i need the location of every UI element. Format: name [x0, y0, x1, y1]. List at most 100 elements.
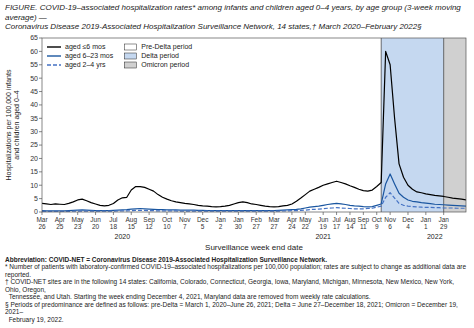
legend-swatch [124, 53, 136, 59]
y-tick-label: 65 [30, 34, 38, 41]
legend-label: aged ≤6 mos [65, 43, 106, 51]
x-tick [390, 212, 391, 215]
footnote: § Periods of predominance are defined as… [5, 301, 469, 316]
period-band [42, 38, 381, 212]
footnote: Abbreviation: COVID-NET = Coronavirus Di… [5, 256, 469, 264]
period-band [381, 38, 443, 212]
y-tick-label: 45 [30, 87, 38, 94]
y-tick-label: 5 [34, 195, 38, 202]
x-tick [95, 212, 96, 215]
legend-entry: Omicron period [124, 61, 189, 69]
series-line [42, 173, 466, 210]
x-tick [305, 212, 306, 215]
x-tick-label: Aug14 [344, 216, 356, 230]
x-tick [363, 212, 364, 215]
legend-swatch [124, 44, 136, 50]
y-axis-label: Hospitalizations per 100,000 infantsand … [5, 69, 21, 180]
y-tick-label: 40 [30, 101, 38, 108]
x-tick-label: Jan1 [421, 216, 432, 230]
period-separator [381, 38, 382, 212]
x-tick-label: Jul17 [332, 216, 341, 230]
x-tick [376, 212, 377, 215]
y-tick [39, 77, 42, 78]
x-tick [256, 212, 257, 215]
x-tick [184, 212, 185, 215]
x-tick [323, 212, 324, 215]
footnote: † COVID-NET sites are in the following 1… [5, 278, 469, 293]
x-tick-label: Oct9 [372, 216, 382, 230]
x-tick-label: Jan30 [233, 216, 244, 230]
y-tick [39, 157, 42, 158]
x-tick [131, 212, 132, 215]
annotation: 2022 [427, 233, 443, 240]
y-tick [39, 198, 42, 199]
y-tick-label: 60 [30, 47, 38, 54]
footnote: Tennessee, and Utah. Starting the week e… [5, 293, 469, 301]
x-tick-label: Mar27 [268, 216, 280, 230]
x-tick [202, 212, 203, 215]
x-tick-label: Sep11 [358, 216, 370, 230]
y-tick [39, 184, 42, 185]
x-tick-label: Mar26 [36, 216, 48, 230]
x-tick-label: Feb27 [251, 216, 263, 230]
legend-line [47, 64, 61, 65]
legend-entry: aged ≤6 mos [47, 43, 106, 51]
period-separator [443, 38, 444, 212]
legend-entry: aged 2–4 yrs [47, 61, 106, 69]
x-tick [113, 212, 114, 215]
legend-line [47, 46, 61, 47]
x-tick [349, 212, 350, 215]
y-tick-label: 0 [34, 208, 38, 215]
x-tick [42, 212, 43, 215]
x-tick-label: Jan29 [438, 216, 449, 230]
period-band [444, 38, 466, 212]
y-tick-label: 25 [30, 141, 38, 148]
legend-label: Delta period [141, 52, 179, 60]
x-tick [59, 212, 60, 215]
y-tick-label: 35 [30, 114, 38, 121]
y-tick-label: 50 [30, 74, 38, 81]
x-tick [425, 212, 426, 215]
y-tick-label: 15 [30, 168, 38, 175]
series-line [42, 51, 466, 207]
legend-entry: Delta period [124, 52, 179, 60]
x-tick-label: Nov7 [179, 216, 191, 230]
x-tick-label: Apr25 [55, 216, 66, 230]
legend-label: Pre-Delta period [141, 43, 192, 51]
x-tick-label: Nov6 [384, 216, 396, 230]
plot-frame [42, 38, 466, 212]
y-tick-label: 55 [30, 61, 38, 68]
annotation: 2020 [115, 233, 131, 240]
x-tick-label: Sep12 [143, 216, 155, 230]
y-tick-label: 20 [30, 154, 38, 161]
legend-label: aged 6–23 mos [65, 52, 114, 60]
chart: 05101520253035404550556065Mar26Apr25May2… [0, 32, 474, 256]
y-tick-label: 30 [30, 128, 38, 135]
plot-area [42, 38, 466, 212]
legend-label: aged 2–4 yrs [65, 61, 106, 69]
x-tick [291, 212, 292, 215]
y-tick [39, 64, 42, 65]
y-tick [39, 50, 42, 51]
legend-entry: Pre-Delta period [124, 43, 192, 51]
footnote: February 19, 2022. [5, 316, 469, 324]
x-tick [443, 212, 444, 215]
x-tick-label: Dec5 [197, 216, 209, 230]
x-tick-label: Dec4 [402, 216, 414, 230]
x-tick [149, 212, 150, 215]
y-tick [39, 131, 42, 132]
y-tick [39, 211, 42, 212]
x-axis-label: Surveillance week end date [205, 243, 303, 252]
y-tick [39, 37, 42, 38]
x-tick-label: Jul18 [109, 216, 118, 230]
x-tick-label: Oct10 [162, 216, 172, 230]
x-tick-label: Jun19 [318, 216, 329, 230]
x-tick [407, 212, 408, 215]
y-tick [39, 171, 42, 172]
legend-label: Omicron period [141, 61, 189, 69]
legend-line [47, 55, 61, 56]
y-tick-label: 10 [30, 181, 38, 188]
legend-swatch [124, 62, 136, 68]
y-tick [39, 117, 42, 118]
series-line [42, 192, 466, 211]
